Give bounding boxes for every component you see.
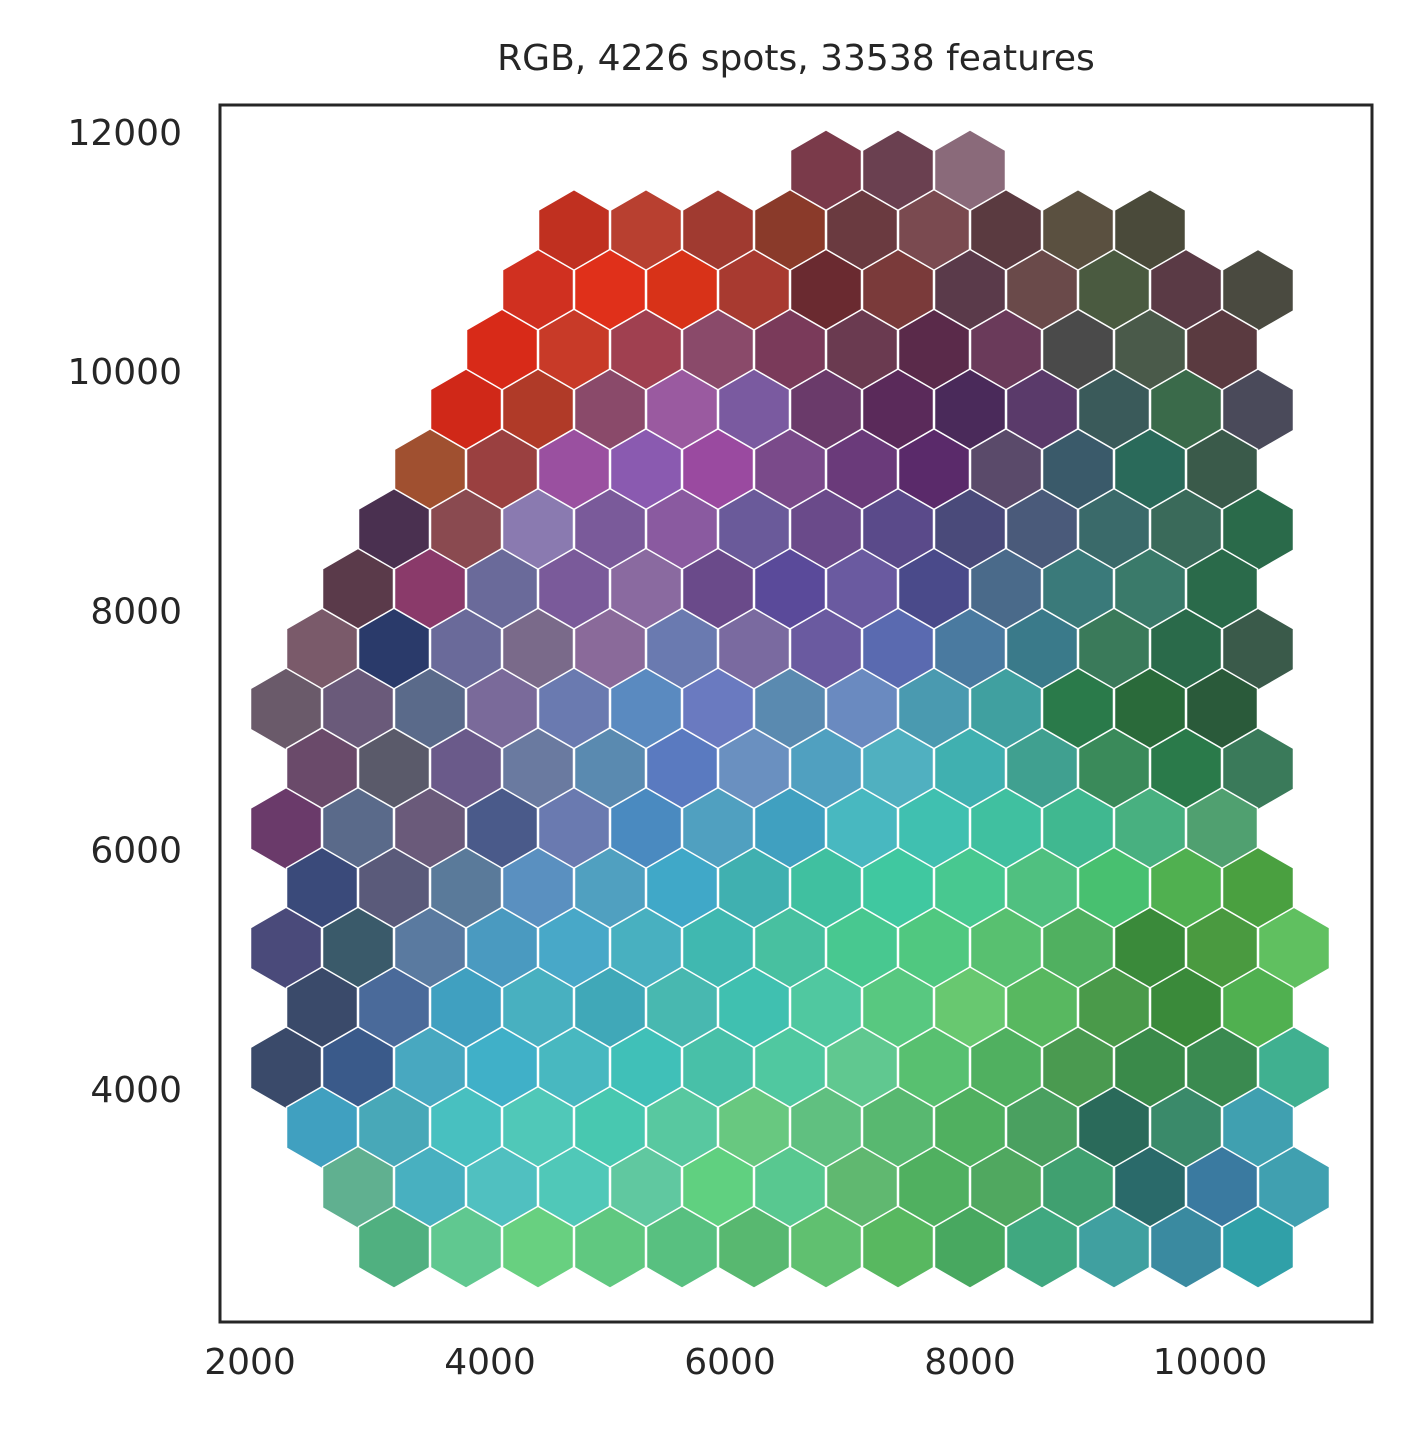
x-tick-label: 2000	[204, 1342, 296, 1383]
y-tick-label: 8000	[90, 591, 182, 632]
spot	[861, 1205, 935, 1290]
spot	[933, 1205, 1007, 1290]
y-tick-label: 10000	[67, 352, 182, 393]
x-tick-label: 8000	[924, 1342, 1016, 1383]
y-tick-label: 6000	[90, 831, 182, 872]
spot	[1077, 1205, 1151, 1290]
spot	[789, 1205, 863, 1290]
y-tick-label: 4000	[90, 1070, 182, 1111]
x-tick-label: 10000	[1153, 1342, 1268, 1383]
spot	[357, 1205, 431, 1290]
spot	[501, 1205, 575, 1290]
spot	[1005, 1205, 1079, 1290]
spot	[645, 1205, 719, 1290]
x-tick-label: 6000	[684, 1342, 776, 1383]
spot	[1221, 1205, 1295, 1290]
chart-title: RGB, 4226 spots, 33538 features	[497, 38, 1095, 79]
spots	[249, 128, 1331, 1290]
spot	[1149, 1205, 1223, 1290]
y-tick-label: 12000	[67, 113, 182, 154]
spot	[429, 1205, 503, 1290]
x-tick-label: 4000	[444, 1342, 536, 1383]
plot-frame	[218, 103, 1374, 1324]
spot	[573, 1205, 647, 1290]
spot	[717, 1205, 791, 1290]
